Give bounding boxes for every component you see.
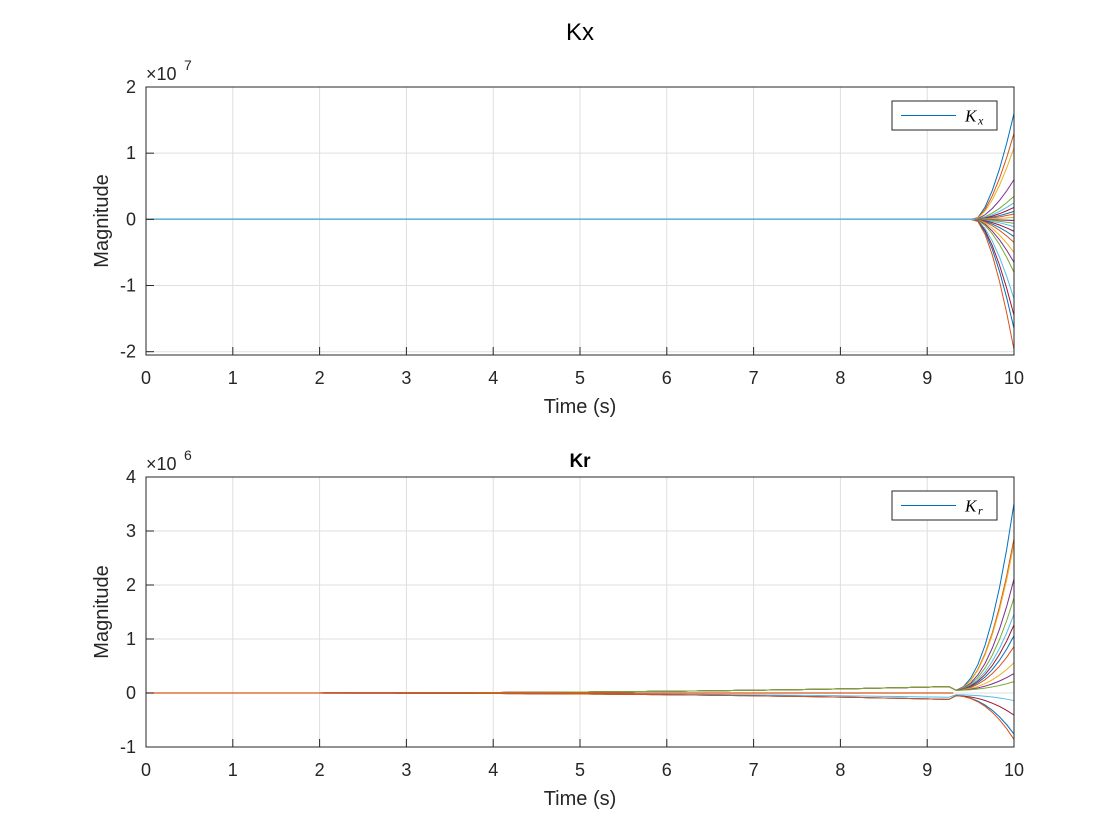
kx-y-axis-label: Magnitude xyxy=(91,174,113,267)
kx-legend-subscript: x xyxy=(977,114,984,128)
kx-x-tick-label: 8 xyxy=(835,368,845,388)
kx-legend[interactable]: K x xyxy=(891,100,998,131)
kr-y-axis-label: Magnitude xyxy=(91,565,113,658)
kx-x-tick-label: 2 xyxy=(315,368,325,388)
kx-x-tick-labels: 0 1 2 3 4 5 6 7 8 9 10 xyxy=(141,368,1024,388)
kx-y-tick-label: -2 xyxy=(120,342,136,362)
kx-x-tick-label: 5 xyxy=(575,368,585,388)
kr-y-tick-label: 2 xyxy=(126,575,136,595)
kr-x-tick-label: 4 xyxy=(488,760,498,780)
kr-x-tick-label: 5 xyxy=(575,760,585,780)
kr-x-axis-label: Time (s) xyxy=(544,788,617,810)
kr-y-tick-label: -1 xyxy=(120,737,136,757)
kr-y-tick-label: 4 xyxy=(126,467,136,487)
kx-y-tick-label: 0 xyxy=(126,209,136,229)
kx-x-tick-label: 4 xyxy=(488,368,498,388)
kx-x-tick-label: 6 xyxy=(662,368,672,388)
kr-x-tick-label: 6 xyxy=(662,760,672,780)
kx-x-tick-label: 1 xyxy=(228,368,238,388)
kr-y-tick-labels: -1 0 1 2 3 4 xyxy=(120,467,136,757)
kr-x-tick-label: 3 xyxy=(401,760,411,780)
kr-x-tick-label: 10 xyxy=(1004,760,1024,780)
kr-ticks xyxy=(145,476,1015,748)
kr-y-tick-label: 0 xyxy=(126,683,136,703)
kr-exponent-base: ×10 xyxy=(146,454,177,474)
kr-y-tick-label: 1 xyxy=(126,629,136,649)
kr-x-tick-labels: 0 1 2 3 4 5 6 7 8 9 10 xyxy=(141,760,1024,780)
subplot-kx: 0 1 2 3 4 5 6 7 8 9 10 -2 -1 0 1 2 ×10 7 Kx Time (s) M… xyxy=(91,19,1024,418)
kr-legend-label: K xyxy=(964,497,978,516)
kx-series-lines xyxy=(146,113,1015,350)
kx-y-tick-label: 1 xyxy=(126,143,136,163)
kr-exponent-power: 6 xyxy=(184,447,192,463)
kr-y-tick-label: 3 xyxy=(126,521,136,541)
kr-x-tick-label: 0 xyxy=(141,760,151,780)
kr-x-tick-label: 8 xyxy=(835,760,845,780)
kx-y-tick-label: -1 xyxy=(120,276,136,296)
kx-y-tick-labels: -2 -1 0 1 2 xyxy=(120,77,136,362)
kr-legend[interactable]: K r xyxy=(891,490,998,521)
kr-x-tick-label: 9 xyxy=(922,760,932,780)
kx-x-tick-label: 3 xyxy=(401,368,411,388)
kr-legend-subscript: r xyxy=(978,504,983,518)
kx-y-tick-label: 2 xyxy=(126,77,136,97)
kr-x-tick-label: 7 xyxy=(749,760,759,780)
kx-x-axis-label: Time (s) xyxy=(544,396,617,418)
kr-x-tick-label: 1 xyxy=(228,760,238,780)
kx-x-tick-label: 7 xyxy=(749,368,759,388)
kr-x-tick-label: 2 xyxy=(315,760,325,780)
kx-x-tick-label: 0 xyxy=(141,368,151,388)
kx-exponent-base: ×10 xyxy=(146,64,177,84)
kx-x-tick-label: 9 xyxy=(922,368,932,388)
kx-exponent-power: 7 xyxy=(184,57,192,73)
kr-title: Kr xyxy=(569,451,591,472)
kx-legend-label: K xyxy=(964,107,978,126)
kr-series-lines xyxy=(146,503,1015,740)
kx-x-tick-label: 10 xyxy=(1004,368,1024,388)
kx-ticks xyxy=(145,86,1015,355)
kx-title: Kx xyxy=(566,19,594,46)
